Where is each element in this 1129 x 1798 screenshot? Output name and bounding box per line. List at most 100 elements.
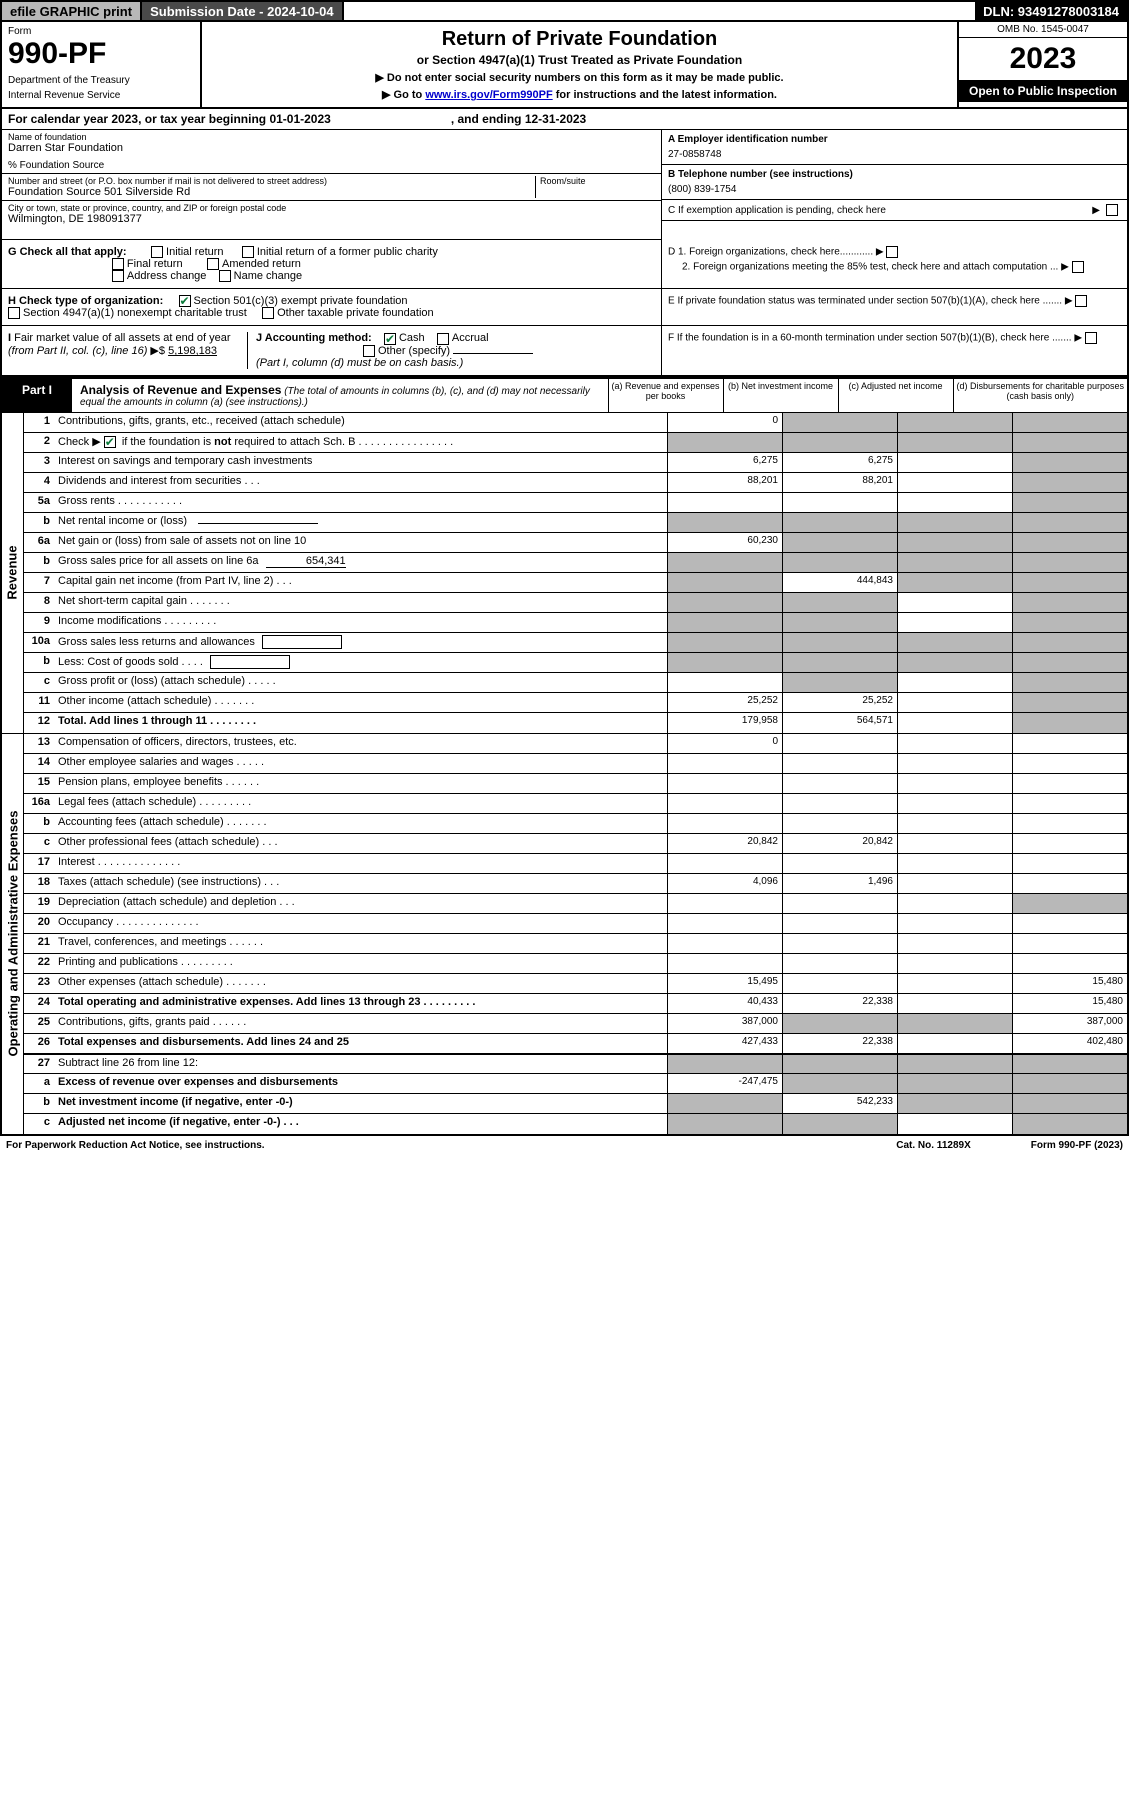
row-desc: Net rental income or (loss) — [54, 513, 667, 532]
name-change-checkbox[interactable] — [219, 270, 231, 282]
schb-checkbox[interactable] — [104, 436, 116, 448]
cell-b — [782, 533, 897, 552]
initial-former-checkbox[interactable] — [242, 246, 254, 258]
d1-label: D 1. Foreign organizations, check here..… — [668, 247, 873, 258]
table-row: 21Travel, conferences, and meetings . . … — [24, 934, 1127, 954]
table-row: bGross sales price for all assets on lin… — [24, 553, 1127, 573]
row-num: c — [24, 673, 54, 692]
cell-b — [782, 794, 897, 813]
501c3-checkbox[interactable] — [179, 295, 191, 307]
d-section: D 1. Foreign organizations, check here..… — [662, 240, 1127, 288]
cell-c — [897, 493, 1012, 512]
other-taxable-checkbox[interactable] — [262, 307, 274, 319]
f-label: F If the foundation is in a 60-month ter… — [668, 333, 1072, 344]
arrow-icon: ▶ — [1074, 333, 1082, 344]
cell-d — [1012, 1094, 1127, 1113]
row-desc: Printing and publications . . . . . . . … — [54, 954, 667, 973]
row-desc: Interest . . . . . . . . . . . . . . — [54, 854, 667, 873]
table-row: aExcess of revenue over expenses and dis… — [24, 1074, 1127, 1094]
cell-b — [782, 974, 897, 993]
d2-checkbox[interactable] — [1072, 261, 1084, 273]
cell-b — [782, 1074, 897, 1093]
row-num: b — [24, 513, 54, 532]
cell-a — [667, 954, 782, 973]
f-checkbox[interactable] — [1085, 332, 1097, 344]
j2-label: Accrual — [452, 332, 489, 344]
initial-return-checkbox[interactable] — [151, 246, 163, 258]
4947-checkbox[interactable] — [8, 307, 20, 319]
cell-d — [1012, 533, 1127, 552]
row-num: 3 — [24, 453, 54, 472]
row-desc: Other professional fees (attach schedule… — [54, 834, 667, 853]
note2-pre: ▶ Go to — [382, 89, 425, 101]
cash-checkbox[interactable] — [384, 333, 396, 345]
cell-d — [1012, 713, 1127, 733]
irs-link[interactable]: www.irs.gov/Form990PF — [425, 89, 552, 101]
e-section: E If private foundation status was termi… — [662, 289, 1127, 325]
row-num: 25 — [24, 1014, 54, 1033]
other-method-checkbox[interactable] — [363, 345, 375, 357]
final-return-checkbox[interactable] — [112, 258, 124, 270]
table-row: 5aGross rents . . . . . . . . . . . — [24, 493, 1127, 513]
info-right: A Employer identification number 27-0858… — [662, 130, 1127, 240]
e-label: E If private foundation status was termi… — [668, 296, 1062, 307]
cell-d — [1012, 874, 1127, 893]
accrual-checkbox[interactable] — [437, 333, 449, 345]
cell-b — [782, 1014, 897, 1033]
pct-source: % Foundation Source — [8, 160, 655, 171]
cell-c — [897, 994, 1012, 1013]
cell-a — [667, 513, 782, 532]
e-checkbox[interactable] — [1075, 295, 1087, 307]
part1-label: Part I — [2, 379, 72, 412]
table-row: 7Capital gain net income (from Part IV, … — [24, 573, 1127, 593]
table-row: 15Pension plans, employee benefits . . .… — [24, 774, 1127, 794]
cell-d — [1012, 894, 1127, 913]
room-label: Room/suite — [540, 176, 655, 186]
cell-d — [1012, 573, 1127, 592]
d1-checkbox[interactable] — [886, 246, 898, 258]
i-value: 5,198,183 — [168, 345, 217, 357]
row-num: 19 — [24, 894, 54, 913]
cell-a — [667, 493, 782, 512]
cell-d — [1012, 633, 1127, 652]
cell-a — [667, 593, 782, 612]
cell-b — [782, 734, 897, 753]
table-row: bLess: Cost of goods sold . . . . — [24, 653, 1127, 673]
cell-c — [897, 1114, 1012, 1134]
row-desc: Total operating and administrative expen… — [54, 994, 667, 1013]
f-section: F If the foundation is in a 60-month ter… — [662, 326, 1127, 374]
col-b-header: (b) Net investment income — [723, 379, 838, 412]
cell-d — [1012, 693, 1127, 712]
efile-print-button[interactable]: efile GRAPHIC print — [2, 2, 142, 20]
amended-return-checkbox[interactable] — [207, 258, 219, 270]
cell-d — [1012, 513, 1127, 532]
address-change-checkbox[interactable] — [112, 270, 124, 282]
expenses-side-label: Operating and Administrative Expenses — [2, 734, 24, 1134]
table-row: bNet investment income (if negative, ent… — [24, 1094, 1127, 1114]
row-num: 12 — [24, 713, 54, 733]
c-checkbox[interactable] — [1106, 204, 1118, 216]
c-label: C If exemption application is pending, c… — [668, 205, 1092, 216]
row-num: 14 — [24, 754, 54, 773]
cell-c — [897, 1074, 1012, 1093]
cell-a — [667, 573, 782, 592]
tax-year: 2023 — [959, 38, 1127, 80]
j-note: (Part I, column (d) must be on cash basi… — [256, 357, 463, 369]
ein-cell: A Employer identification number 27-0858… — [662, 130, 1127, 165]
row-desc: Net investment income (if negative, ente… — [54, 1094, 667, 1113]
cell-c — [897, 1055, 1012, 1073]
cell-c — [897, 513, 1012, 532]
cell-d — [1012, 553, 1127, 572]
row-desc: Excess of revenue over expenses and disb… — [54, 1074, 667, 1093]
phone-cell: B Telephone number (see instructions) (8… — [662, 165, 1127, 200]
table-row: 3Interest on savings and temporary cash … — [24, 453, 1127, 473]
part1-header: Part I Analysis of Revenue and Expenses … — [0, 377, 1129, 413]
cell-b: 20,842 — [782, 834, 897, 853]
g4-label: Amended return — [222, 258, 301, 270]
calendar-year-row: For calendar year 2023, or tax year begi… — [0, 109, 1129, 130]
table-row: bAccounting fees (attach schedule) . . .… — [24, 814, 1127, 834]
cell-d — [1012, 794, 1127, 813]
cell-b: 22,338 — [782, 1034, 897, 1053]
page-footer: For Paperwork Reduction Act Notice, see … — [0, 1136, 1129, 1155]
info-grid: Name of foundation Darren Star Foundatio… — [0, 130, 1129, 240]
